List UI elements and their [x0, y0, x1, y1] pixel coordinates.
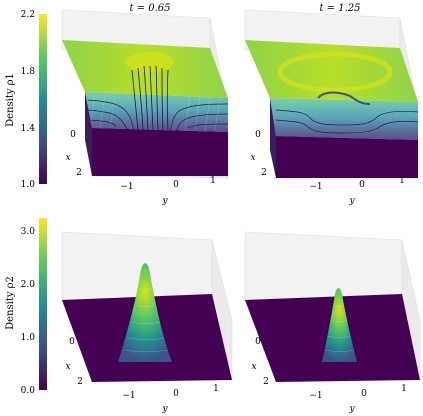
colorbar-rho2 — [39, 218, 47, 390]
x-tick-0: 0 — [255, 130, 261, 140]
panel-r2-c1: 0 2 x −1 0 1 y — [61, 231, 233, 414]
y-tick-1: 1 — [213, 384, 219, 394]
panel-r1-c1: t = 0.65 — [61, 3, 229, 206]
y-tick-m1: −1 — [120, 182, 133, 192]
colorbar-rho1 — [39, 14, 47, 184]
column-title-t125: t = 1.25 — [319, 3, 360, 14]
y-tick-1: 1 — [401, 384, 407, 394]
wall-contours — [275, 109, 419, 134]
central-fingers — [131, 65, 169, 131]
central-feature — [317, 91, 371, 105]
wall-hatching — [89, 94, 221, 132]
y-tick-m1: −1 — [122, 391, 135, 401]
surface-base-left — [85, 92, 92, 176]
y-tick-m1: −1 — [309, 182, 322, 192]
row-1: 2.2 1.8 1.4 1.0 Density ρ1 t = 0.65 — [5, 3, 419, 206]
cb1-tick-2.2: 2.2 — [21, 10, 35, 20]
y-tick-0: 0 — [361, 389, 367, 399]
x-label: x — [251, 362, 256, 372]
x-tick-2: 2 — [77, 377, 83, 387]
y-tick-1: 1 — [399, 176, 405, 186]
y-label: y — [348, 196, 355, 206]
x-label: x — [250, 153, 255, 163]
surface-front-wall — [85, 92, 228, 132]
back-wall — [244, 231, 403, 303]
surface-bump — [126, 52, 174, 72]
cb2-tick-3.0: 3.0 — [21, 227, 36, 237]
peak-mesh — [324, 304, 355, 352]
axes-p4: 0 2 x −1 0 1 y — [251, 337, 406, 414]
y-tick-0: 0 — [173, 389, 179, 399]
cb1-tick-1.8: 1.8 — [21, 67, 36, 77]
density-peak — [322, 288, 357, 362]
x-tick-2: 2 — [261, 168, 267, 178]
panel-r1-c2: t = 1.25 0 2 x −1 0 1 y — [244, 3, 419, 206]
wall-contours — [87, 99, 229, 133]
x-label: x — [65, 153, 70, 163]
cb2-tick-1.0: 1.0 — [21, 333, 36, 343]
x-tick-2: 2 — [76, 168, 82, 178]
density-peak — [118, 263, 172, 362]
y-tick-m1: −1 — [309, 391, 322, 401]
axes-p2: 0 2 x −1 0 1 y — [250, 130, 404, 206]
cb2-tick-0.0: 0.0 — [21, 386, 36, 396]
y-label: y — [348, 404, 355, 414]
y-label: y — [161, 404, 168, 414]
panel-r2-c2: 0 2 x −1 0 1 y — [244, 231, 421, 414]
cb1-tick-1.4: 1.4 — [21, 124, 36, 134]
peak-mesh — [123, 287, 169, 352]
colorbar-ticks-rho2: 3.0 2.0 1.0 0.0 — [21, 227, 36, 396]
x-tick-2: 2 — [263, 377, 269, 387]
y-tick-0: 0 — [173, 180, 179, 190]
row-2: 3.0 2.0 1.0 0.0 Density ρ2 0 2 x −1 — [5, 218, 421, 414]
y-tick-1: 1 — [210, 176, 216, 186]
column-title-t065: t = 0.65 — [129, 3, 170, 14]
surface-front-wall — [270, 98, 418, 140]
axes-p1: 0 2 x −1 0 1 y — [65, 130, 215, 206]
surface-base — [276, 136, 418, 178]
row-label-rho2: Density ρ2 — [5, 276, 16, 330]
surface-base — [92, 128, 228, 176]
x-label: x — [65, 362, 70, 372]
cb1-tick-1.0: 1.0 — [21, 180, 36, 190]
y-label: y — [161, 196, 168, 206]
y-tick-0: 0 — [359, 180, 365, 190]
cb2-tick-2.0: 2.0 — [21, 280, 36, 290]
axes-p3: 0 2 x −1 0 1 y — [65, 337, 218, 414]
surface-base-left — [270, 98, 276, 178]
colorbar-ticks-rho1: 2.2 1.8 1.4 1.0 — [21, 10, 36, 190]
x-tick-0: 0 — [69, 337, 75, 347]
x-tick-0: 0 — [255, 337, 261, 347]
row-label-rho1: Density ρ1 — [5, 73, 16, 127]
surface-ring — [277, 51, 393, 93]
x-tick-0: 0 — [70, 130, 76, 140]
